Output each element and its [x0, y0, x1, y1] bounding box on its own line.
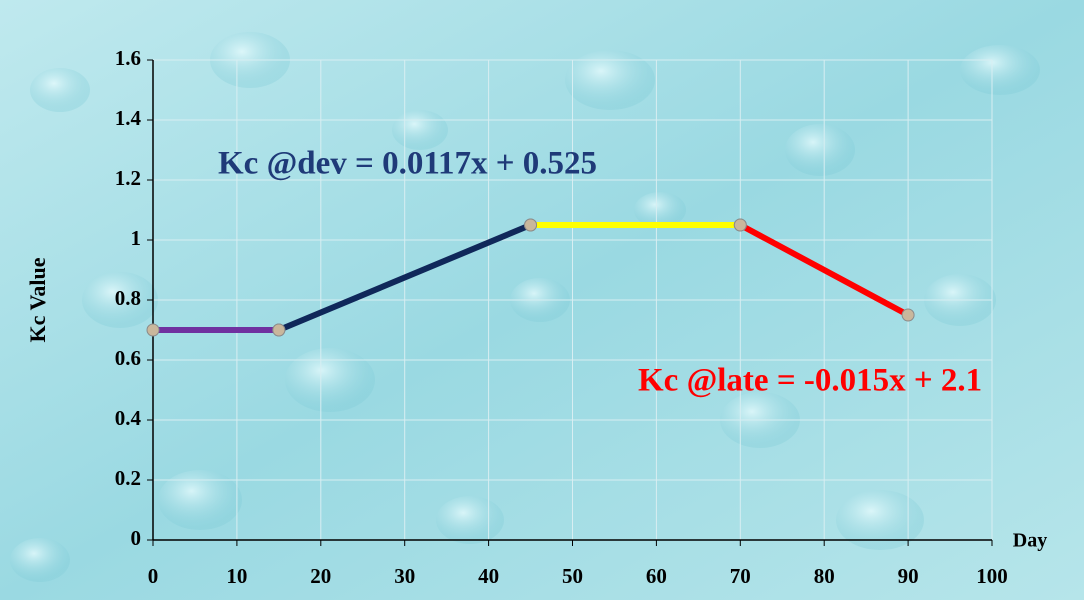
x-tick-label: 80	[814, 564, 835, 588]
y-tick-label: 1.6	[115, 46, 141, 70]
annotation: Kc @dev = 0.0117x + 0.525	[218, 146, 597, 182]
x-tick-label: 100	[976, 564, 1008, 588]
x-axis-label: Day	[1013, 530, 1047, 552]
y-tick-label: 1.2	[115, 166, 141, 190]
y-tick-label: 0.6	[115, 346, 141, 370]
y-axis-label: Kc Value	[25, 257, 50, 342]
y-tick-label: 0	[131, 526, 142, 550]
x-tick-label: 20	[310, 564, 331, 588]
x-tick-label: 40	[478, 564, 499, 588]
x-tick-label: 70	[730, 564, 751, 588]
marker	[734, 219, 746, 231]
marker	[147, 324, 159, 336]
y-tick-label: 1	[131, 226, 142, 250]
x-tick-label: 30	[394, 564, 415, 588]
marker	[273, 324, 285, 336]
x-tick-label: 60	[646, 564, 667, 588]
y-tick-label: 0.8	[115, 286, 141, 310]
x-tick-label: 90	[898, 564, 919, 588]
marker	[525, 219, 537, 231]
x-tick-label: 0	[148, 564, 159, 588]
marker	[902, 309, 914, 321]
y-tick-label: 0.4	[115, 406, 142, 430]
chart: Kc Value Day 0 0.2 0.4 0.6 0.8 1 1.2 1.4 1.6 0 10 2…	[0, 0, 1084, 600]
y-tick-label: 1.4	[115, 106, 142, 130]
y-tick-label: 0.2	[115, 466, 141, 490]
x-tick-label: 10	[226, 564, 247, 588]
x-tick-label: 50	[562, 564, 583, 588]
annotation: Kc @late = -0.015x + 2.1	[638, 363, 982, 399]
